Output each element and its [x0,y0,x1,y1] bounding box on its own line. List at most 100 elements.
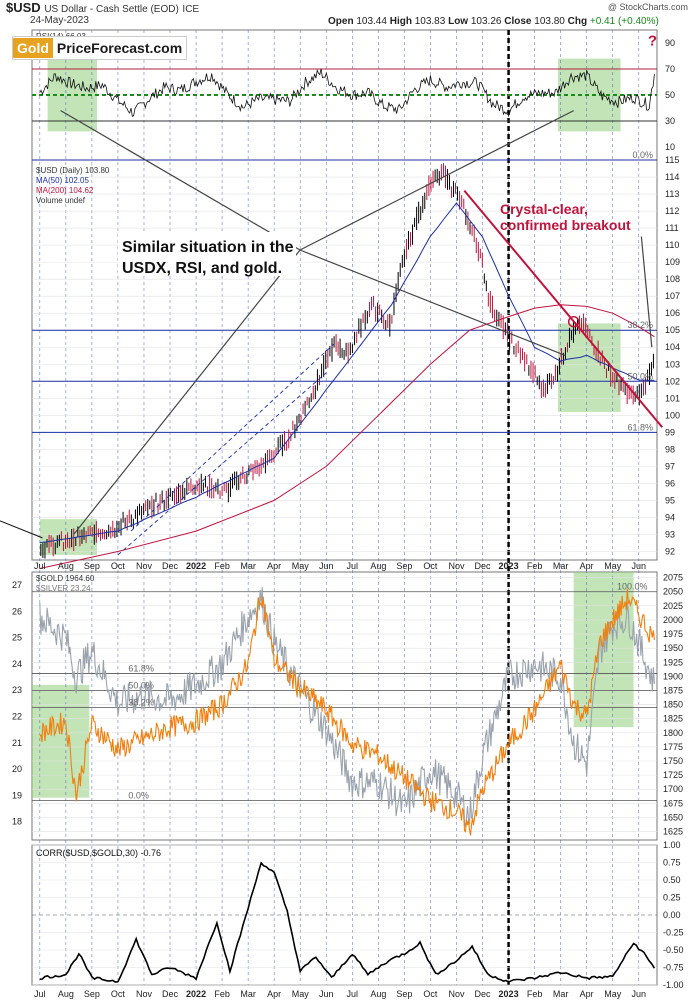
usd-y-tick: 102 [665,376,680,386]
x-tick-label: Oct [111,989,126,999]
silver-line [39,587,655,828]
silver-y-tick: 26 [12,606,22,616]
x-tick-label: Oct [423,989,438,999]
gold-y-tick: 1875 [663,685,683,695]
gold-y-tick: 1750 [663,756,683,766]
rsi-y-tick: 50 [665,90,675,100]
x-tick-label: Dec [475,989,492,999]
x-tick-label: Dec [162,561,179,571]
x-tick-label: Jul [34,989,46,999]
x-tick-label: 2022 [186,989,206,999]
gold-y-tick: 1725 [663,770,683,780]
x-tick-label: 2023 [499,989,519,999]
usd-y-tick: 104 [665,342,680,352]
corr-y-tick: 0.25 [663,893,681,903]
gold-y-tick: 1625 [663,827,683,837]
close-label: Close [504,16,532,27]
gold-silver-legend-0: $GOLD 1964.60 [36,574,95,583]
gold-y-tick: 1825 [663,714,683,724]
x-tick-label: 2023 [499,561,519,571]
x-tick-label: Nov [136,989,153,999]
usd-y-tick: 105 [665,325,680,335]
usd-y-tick: 112 [665,206,679,216]
gold-y-tick: 1700 [663,784,683,794]
question-annotation: ? [648,33,657,50]
usd-legend-3: Volume undef [36,196,86,205]
close-value: 103.80 [534,16,565,27]
usd-highlight-box [558,323,621,412]
x-tick-label: Feb [214,989,230,999]
usd-y-tick: 111 [665,223,679,233]
usd-y-tick: 94 [665,512,675,522]
annotation-pointer [60,110,301,251]
rsi-highlight-box [558,58,621,132]
x-tick-label: Apr [267,989,281,999]
goldpriceforecast-logo: Gold PriceForecast.com [12,36,188,60]
usd-y-tick: 109 [665,257,680,267]
gold-y-tick: 1775 [663,742,683,752]
silver-y-tick: 20 [12,764,22,774]
gold-silver-legend-1: $SILVER 23.24 [36,584,91,593]
x-tick-label: Sep [84,989,100,999]
x-tick-label: Aug [370,561,386,571]
similar-annotation-bg [118,232,296,276]
corr-y-tick: 0.00 [663,910,681,920]
gold-fib-label: 0.0% [128,791,149,801]
x-tick-label: Jun [632,561,647,571]
corr-y-tick: -0.75 [663,963,684,973]
usd-y-tick: 103 [665,359,680,369]
chg-value: +0.41 (+0.40%) [589,16,659,27]
silver-y-tick: 27 [12,580,22,590]
corr-y-tick: 0.50 [663,875,681,885]
silver-y-tick: 25 [12,633,22,643]
corr-legend: CORR($USD,$GOLD,30) -0.76 [36,848,161,858]
x-tick-label: Sep [396,561,412,571]
x-tick-label: Apr [580,989,594,999]
usd-downtrend-line [463,189,663,428]
x-tick-label: Aug [370,989,386,999]
usd-y-tick: 101 [665,393,680,403]
gold-highlight-box [573,572,634,728]
gold-y-tick: 1925 [663,657,683,667]
annotation-pointer [299,249,567,357]
usd-y-tick: 98 [665,444,675,454]
x-tick-label: Jun [319,989,334,999]
gold-y-tick: 1800 [663,728,683,738]
usd-y-tick: 114 [665,172,679,182]
x-tick-label: Nov [448,561,465,571]
gold-y-tick: 1850 [663,700,683,710]
chart-date: 24-May-2023 [30,15,89,26]
logo-gold: Gold [13,38,53,58]
usd-y-tick: 113 [665,189,679,199]
chg-label: Chg [567,16,588,27]
usd-legend-1: MA(50) 102.05 [36,176,89,185]
x-tick-label: Mar [553,561,569,571]
x-tick-label: Sep [396,989,412,999]
rsi-y-tick: 90 [665,38,675,48]
usd-fib-label: 61.8% [627,422,653,432]
usd-y-tick: 100 [665,410,680,420]
gold-y-tick: 1950 [663,643,683,653]
usd-peak-circle [567,315,580,328]
corr-line [39,861,656,983]
x-tick-label: May [604,989,622,999]
x-tick-label: Mar [240,561,256,571]
exchange: ICE [182,4,200,15]
silver-y-tick: 19 [12,790,22,800]
corr-y-tick: 1.00 [663,840,681,850]
gold-y-tick: 2075 [663,573,683,583]
breakout-annotation-text: Crystal-clear, [500,201,588,217]
x-tick-label: Jul [34,561,46,571]
gold-fib-label: 61.8% [128,664,154,674]
gold-y-tick: 1900 [663,671,683,681]
x-tick-label: Apr [580,561,594,571]
annotation-pointer [73,249,301,535]
usd-y-tick: 97 [665,461,675,471]
usd-y-tick: 99 [665,427,675,437]
usd-legend-0: $USD (Daily) 103.80 [36,166,110,175]
symbol: $USD [6,0,41,15]
usd-y-tick: 92 [665,546,675,556]
usd-y-tick: 106 [665,308,680,318]
usd-y-tick: 115 [665,155,679,165]
annotation-pointer [0,520,43,539]
